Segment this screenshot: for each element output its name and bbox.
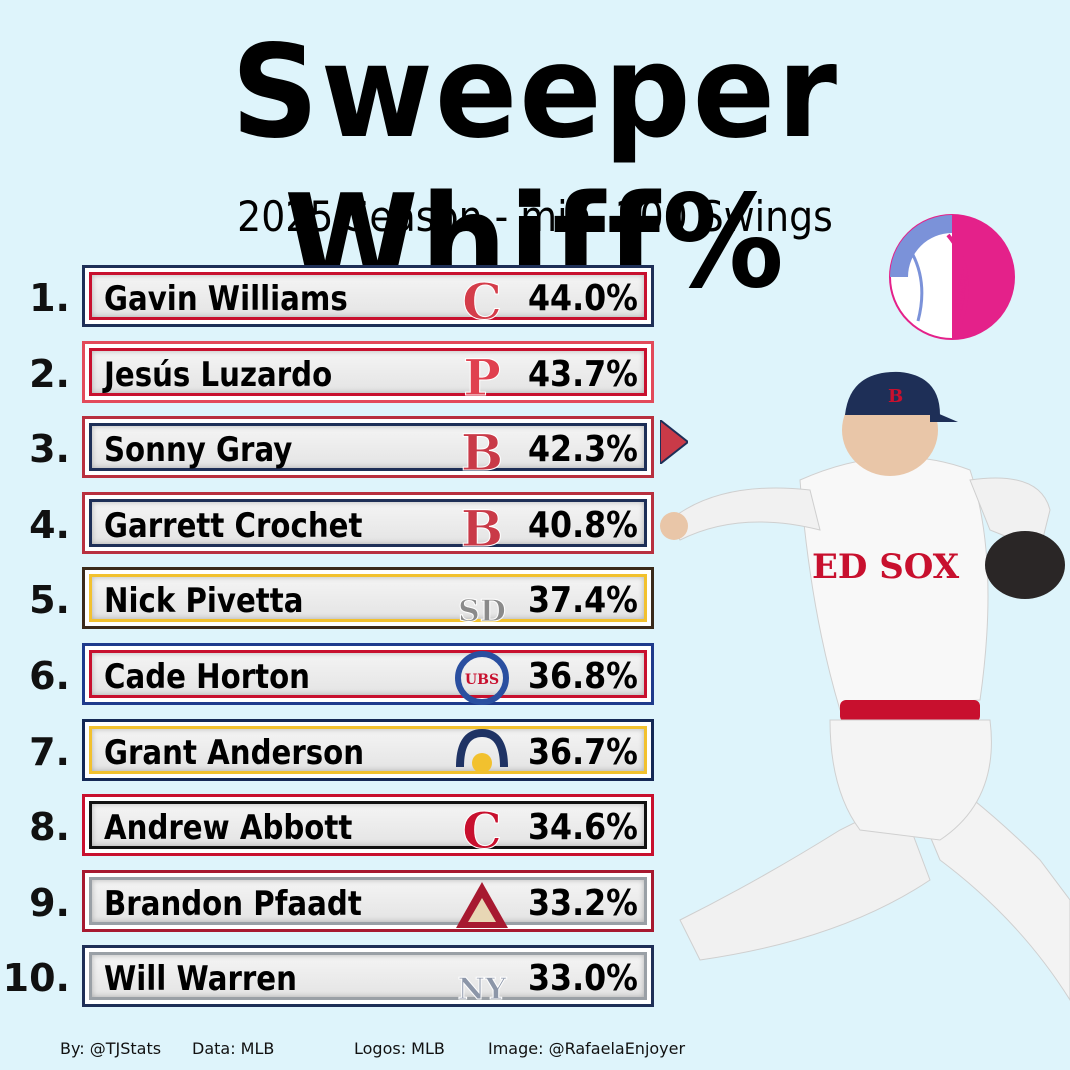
brewers-logo-icon — [456, 728, 508, 773]
yankees-ny-logo-icon: NY — [457, 972, 507, 1008]
whiff-percent: 40.8% — [528, 504, 638, 546]
credit-image: Image: @RafaelaEnjoyer — [488, 1039, 686, 1058]
player-name: Gavin Williams — [104, 279, 348, 319]
rank-number: 3. — [29, 427, 70, 472]
player-card: Will Warren NY 33.0% — [82, 945, 654, 1008]
leaderboard-row: 6. Cade Horton UBS 36.8% — [0, 643, 660, 711]
rank-number: 10. — [2, 956, 70, 1001]
player-card: Andrew Abbott C 34.6% — [82, 794, 654, 857]
rank-number: 6. — [29, 654, 70, 698]
player-card: Jesús Luzardo P 43.7% — [82, 340, 654, 403]
rank-number: 7. — [29, 729, 70, 774]
redsox-b-logo-icon: B — [460, 424, 503, 478]
player-card-inner: Grant Anderson 36.7% — [89, 725, 647, 774]
rank-number: 4. — [29, 502, 70, 547]
svg-text:C: C — [462, 802, 502, 856]
whiff-percent: 43.7% — [528, 353, 638, 395]
credits-footer: By: @TJStats Data: MLB Logos: MLB Image:… — [0, 1035, 1070, 1065]
credit-data: Data: MLB — [192, 1039, 275, 1058]
svg-text:STATS: STATS — [952, 272, 971, 311]
whiff-percent: 36.8% — [528, 656, 638, 697]
player-card: Garrett Crochet B 40.8% — [82, 491, 654, 554]
svg-text:UBS: UBS — [465, 672, 499, 688]
leaderboard-row: 9. Brandon Pfaadt 33.2% — [0, 869, 660, 938]
player-name: Andrew Abbott — [104, 808, 353, 849]
rank-number: 5. — [29, 578, 70, 623]
credit-logos: Logos: MLB — [354, 1039, 445, 1058]
player-card-inner: Will Warren NY 33.0% — [89, 952, 647, 1007]
cubs-logo-icon: UBS — [455, 651, 509, 705]
player-name: Grant Anderson — [104, 732, 365, 773]
page-title: Sweeper Whiff% — [231, 18, 839, 317]
player-card-inner: Andrew Abbott C 34.6% — [89, 801, 647, 856]
player-name: Will Warren — [104, 959, 297, 1000]
leaderboard-row: 2. Jesús Luzardo P 43.7% — [0, 340, 660, 409]
leaderboard-row: 8. Andrew Abbott C 34.6% — [0, 794, 660, 862]
player-name: Nick Pivetta — [104, 581, 304, 622]
player-name: Sonny Gray — [104, 430, 293, 471]
player-card-inner: Gavin Williams C 44.0% — [89, 272, 647, 327]
svg-text:ED SOX: ED SOX — [812, 547, 960, 587]
leaderboard-row: 1. Gavin Williams C 44.0% — [0, 265, 660, 333]
player-card-inner: Jesús Luzardo P 43.7% — [89, 347, 647, 403]
whiff-percent: 36.7% — [528, 731, 638, 773]
leaderboard-row: 7. Grant Anderson 36.7% — [0, 718, 660, 787]
leaderboard-row: 10. Will Warren NY 33.0% — [0, 945, 660, 1013]
whiff-percent: 37.4% — [528, 580, 638, 622]
redsox-b-logo-icon: B — [460, 500, 503, 554]
tjstats-logo-icon: STATS — [889, 214, 1015, 340]
player-card-inner: Brandon Pfaadt 33.2% — [89, 876, 647, 928]
leaderboard-row: 5. Nick Pivetta SD 37.4% — [0, 567, 660, 635]
rank-number: 2. — [29, 351, 70, 396]
rank-number: 8. — [29, 805, 70, 850]
rank-number: 1. — [29, 276, 70, 320]
player-name: Cade Horton — [104, 657, 310, 697]
page-subtitle: 2025 Season - min. 200 Swings — [237, 192, 833, 241]
player-card: Gavin Williams C 44.0% — [82, 265, 654, 327]
whiff-percent: 42.3% — [528, 429, 638, 471]
player-card-inner: Sonny Gray B 42.3% — [89, 423, 647, 478]
svg-text:C: C — [462, 273, 502, 327]
player-card-inner: Nick Pivetta SD 37.4% — [89, 574, 647, 629]
reds-c-logo-icon: C — [462, 802, 503, 856]
player-card: Cade Horton UBS 36.8% — [82, 643, 654, 705]
pointer-arrow-icon — [660, 420, 688, 464]
player-name: Brandon Pfaadt — [104, 883, 362, 924]
player-card: Sonny Gray B 42.3% — [82, 416, 654, 479]
guardians-c-logo-icon: C — [462, 273, 503, 327]
player-card: Nick Pivetta SD 37.4% — [82, 567, 654, 630]
player-card-inner: Garrett Crochet B 40.8% — [89, 498, 647, 554]
svg-text:B: B — [888, 386, 903, 407]
whiff-percent: 33.0% — [528, 958, 638, 1000]
leaderboard-row: 3. Sonny Gray B 42.3% — [0, 416, 660, 484]
rank-number: 9. — [29, 880, 70, 925]
padres-sd-logo-icon: SD — [458, 594, 507, 630]
player-card-inner: Cade Horton UBS 36.8% — [89, 650, 647, 705]
dbacks-a-logo-icon — [456, 881, 508, 928]
player-name: Garrett Crochet — [104, 505, 363, 546]
svg-text:NY: NY — [458, 972, 507, 1007]
whiff-percent: 34.6% — [528, 807, 638, 849]
whiff-percent: 44.0% — [528, 278, 638, 319]
svg-text:SD: SD — [458, 594, 506, 629]
credit-by: By: @TJStats — [60, 1039, 162, 1058]
leaderboard-row: 4. Garrett Crochet B 40.8% — [0, 491, 660, 560]
svg-text:P: P — [463, 349, 501, 403]
whiff-percent: 33.2% — [528, 882, 638, 924]
svg-text:B: B — [461, 424, 503, 478]
pitcher-illustration: B ED SOX — [660, 371, 1070, 1001]
phillies-p-logo-icon: P — [463, 349, 502, 403]
player-card: Brandon Pfaadt 33.2% — [82, 869, 654, 932]
player-card: Grant Anderson 36.7% — [82, 718, 654, 781]
player-name: Jesús Luzardo — [104, 354, 333, 395]
svg-text:B: B — [461, 500, 503, 554]
